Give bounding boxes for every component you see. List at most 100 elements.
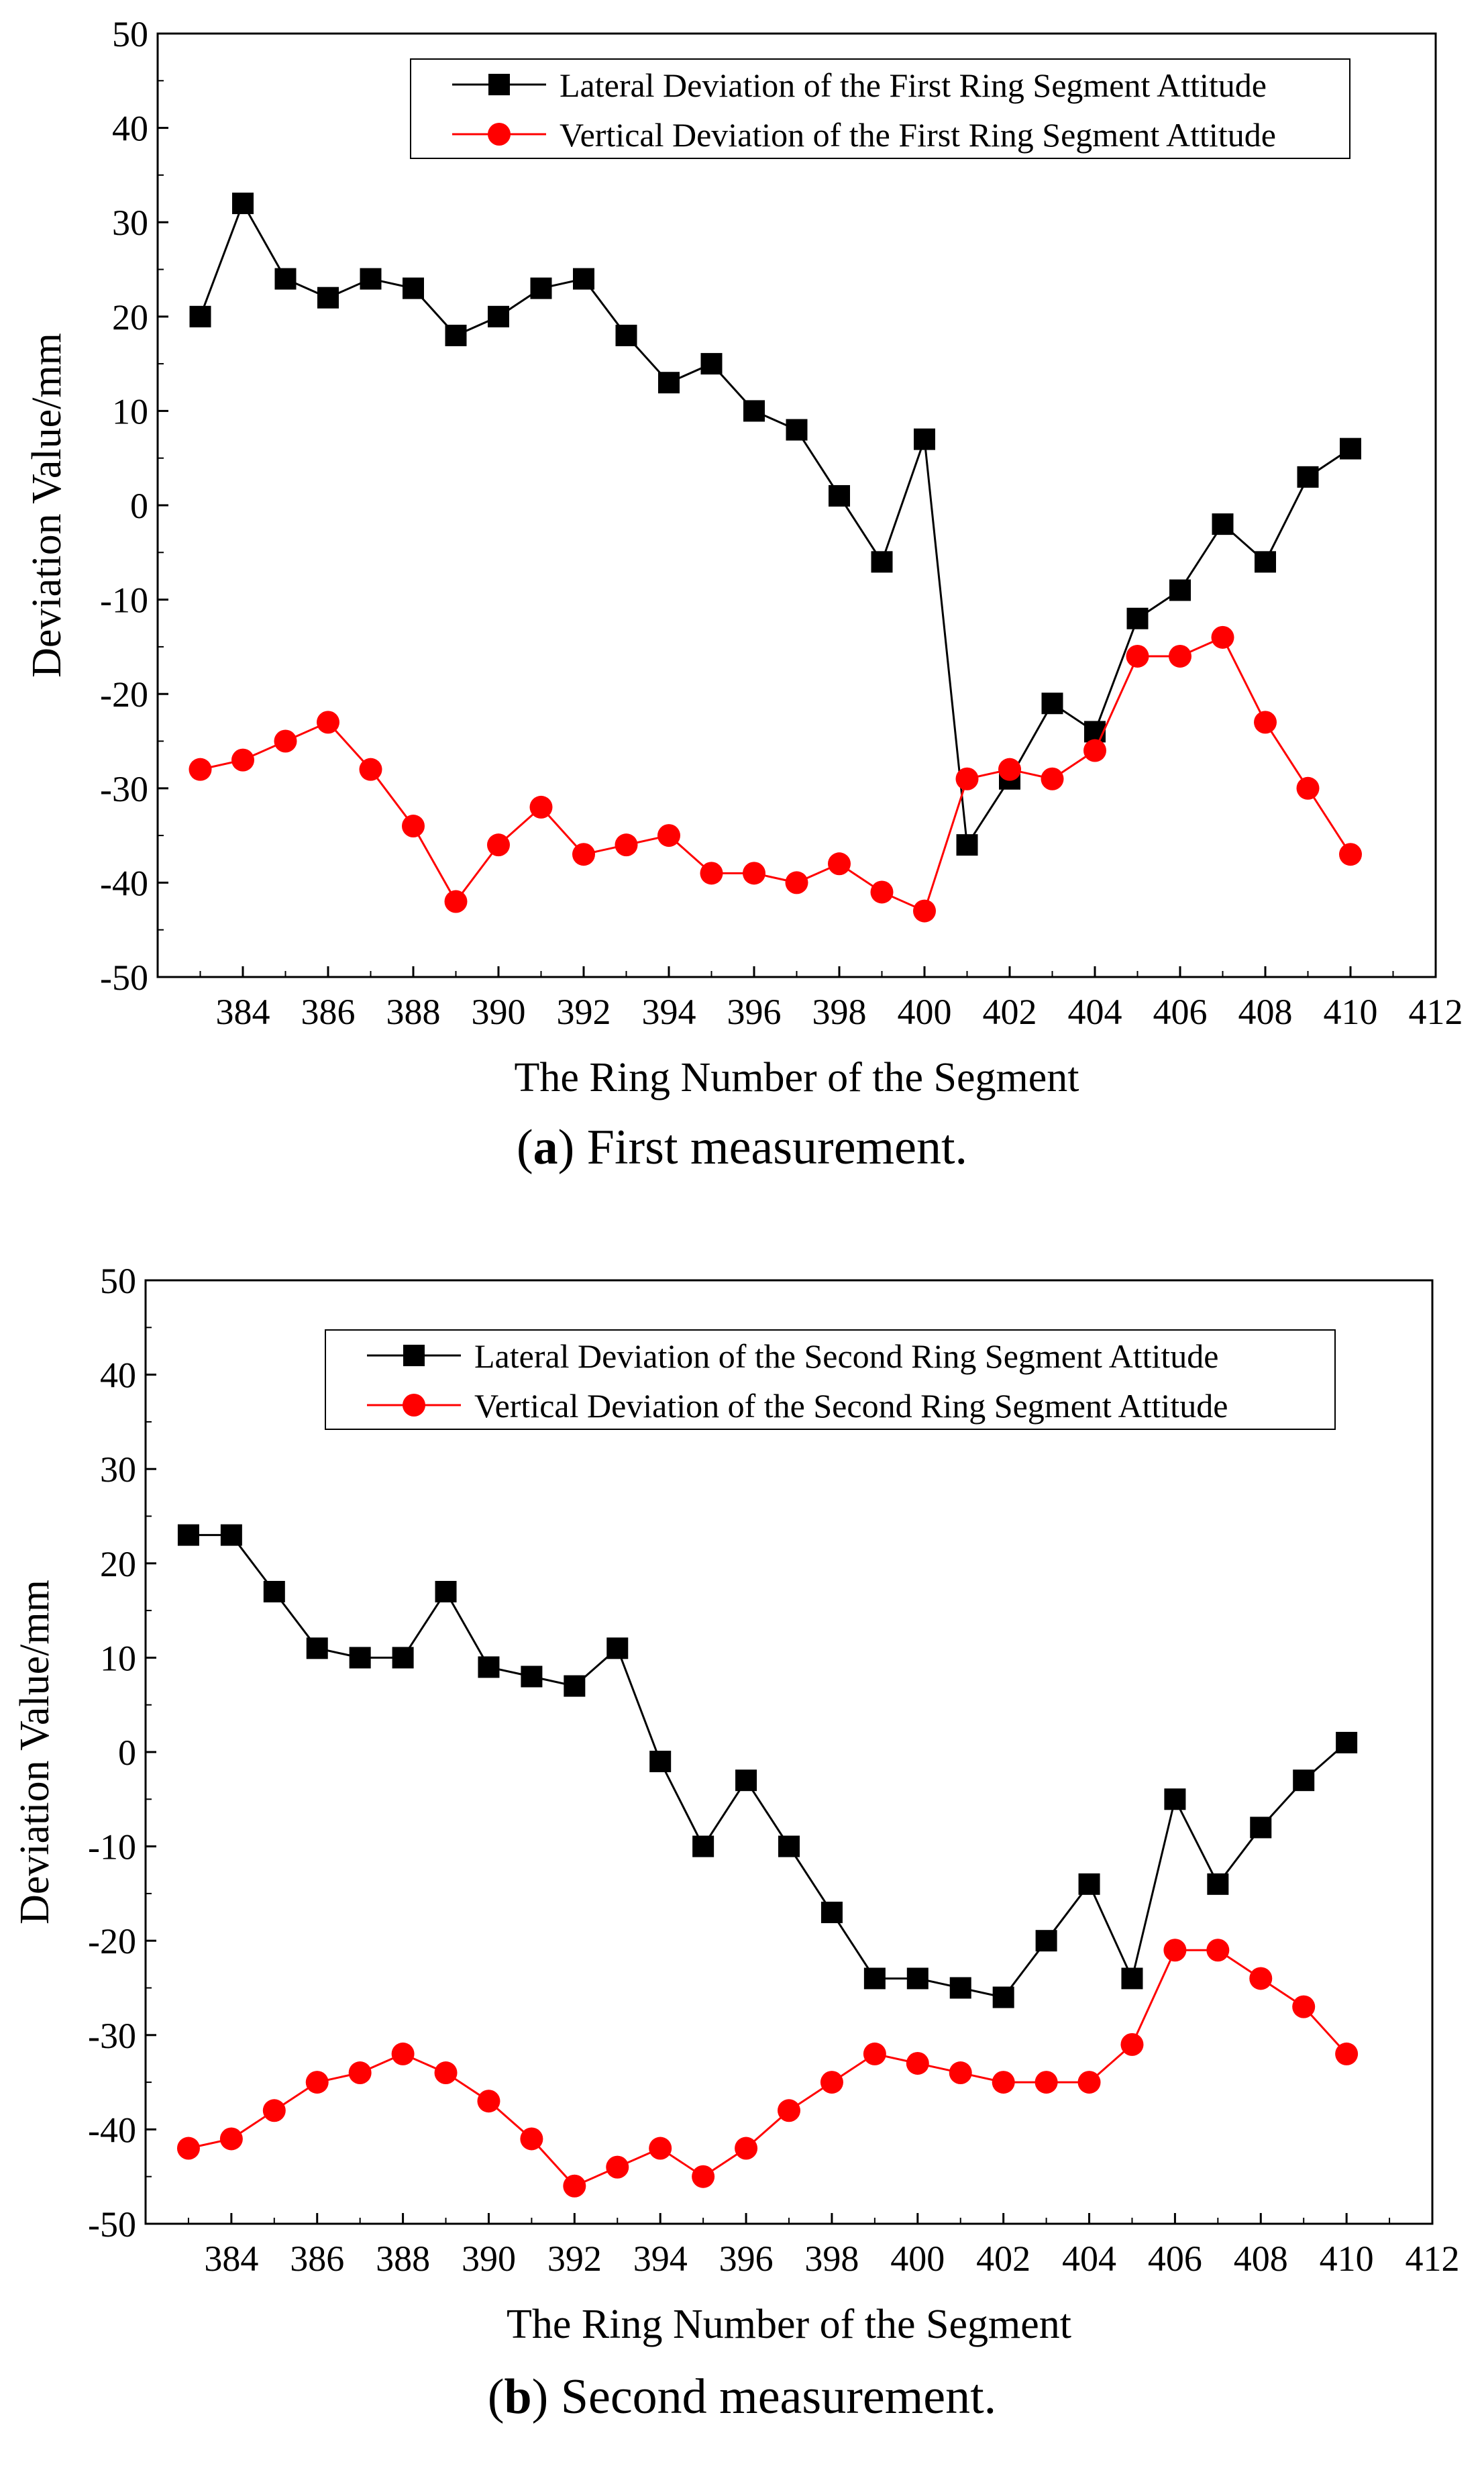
data-point-square [906,1967,929,1990]
x-tick-label: 402 [976,2239,1030,2279]
data-point-circle [606,2155,629,2179]
data-point-square [735,1769,757,1792]
data-point-square [1121,1967,1143,1990]
x-tick-label: 384 [204,2239,258,2279]
x-tick-label: 386 [290,2239,344,2279]
data-point-square [189,305,211,327]
caption-second-measurement: (b) Second measurement. [487,2369,997,2424]
data-point-square [914,428,935,450]
legend-box [325,1329,1336,1430]
plot-frame [156,32,1437,978]
data-point-square [1126,607,1149,629]
data-point-square [349,1647,371,1669]
data-point-square [1169,579,1191,601]
data-point-square [521,1665,543,1688]
data-point-square [177,1524,199,1546]
data-point-circle [219,2127,243,2151]
data-point-circle [348,2061,372,2085]
data-point-circle [262,2099,286,2122]
data-point-square [692,1835,714,1857]
data-point-circle [1335,2042,1359,2065]
data-point-circle [735,2137,758,2160]
data-point-circle [1292,1995,1316,2018]
data-point-circle [1126,644,1149,668]
data-point-square [530,277,552,299]
data-point-circle [477,2090,500,2113]
data-point-square [317,287,339,309]
data-point-square [956,834,978,856]
data-point-circle [1077,2071,1101,2094]
x-tick-label: 406 [1153,992,1208,1032]
data-point-circle [1120,2033,1144,2056]
caption-first-measurement: (a) First measurement. [516,1120,968,1175]
y-tick-label: 30 [112,203,148,243]
x-tick-label: 388 [376,2239,430,2279]
data-point-circle [778,2099,800,2122]
data-point-circle [785,871,808,894]
y-tick-label: -40 [88,2110,136,2150]
data-point-circle [1296,776,1320,800]
x-tick-label: 404 [1068,992,1122,1032]
data-point-square [1084,721,1106,743]
y-tick-label: 0 [130,486,148,526]
data-point-circle [1339,843,1362,866]
y-tick-label: -40 [100,863,148,903]
y-tick-label: 20 [112,297,148,338]
y-tick-label: -50 [100,958,148,998]
y-axis-title: Deviation Value/mm [24,333,70,678]
data-point-circle [274,729,297,753]
data-point-square [478,1656,500,1678]
y-tick-label: -20 [100,674,148,715]
x-tick-label: 402 [983,992,1037,1032]
data-point-circle [1163,1939,1187,1962]
chart-second-measurement: -50 -40 -30 -20 -10 0 10 20 30 40 50 384 386 388 390 39… [12,1261,1460,2347]
data-point-square [573,268,594,290]
data-point-circle [1211,625,1234,649]
y-tick-label: 50 [112,14,148,54]
data-point-square [615,324,637,346]
x-axis-title: The Ring Number of the Segment [507,2302,1071,2347]
x-tick-label: 412 [1406,2239,1460,2279]
y-tick-label: 0 [118,1733,136,1773]
data-point-circle [649,2137,672,2160]
y-tick-label: 50 [100,1261,136,1301]
x-tick-label: 410 [1324,992,1378,1032]
data-point-circle [998,758,1021,781]
data-point-circle [487,833,510,857]
data-point-square [786,419,808,441]
data-point-circle [828,852,851,876]
x-tick-label: 396 [727,992,782,1032]
x-tick-label: 394 [633,2239,688,2279]
data-point-square [658,372,680,394]
x-tick-label: 412 [1409,992,1463,1032]
data-point-square [606,1637,629,1659]
y-tick-label: 30 [100,1449,136,1490]
x-tick-label: 400 [890,2239,945,2279]
y-tick-label: -20 [88,1921,136,1961]
y-tick-label: 10 [112,391,148,431]
data-point-circle [615,833,638,857]
data-point-circle [529,795,553,819]
y-tick-label: 20 [100,1544,136,1584]
x-tick-label: 388 [386,992,441,1032]
legend-marker-square [403,1345,425,1366]
data-point-square [1207,1873,1229,1895]
legend-box [410,58,1350,159]
data-point-circle [402,815,425,838]
data-point-circle [359,758,382,781]
data-point-circle [572,843,595,866]
data-point-square [488,305,509,327]
x-tick-label: 398 [812,992,867,1032]
x-tick-label: 408 [1238,992,1293,1032]
x-tick-label: 406 [1148,2239,1202,2279]
legend-label: Lateral Deviation of the Second Ring Seg… [474,1337,1218,1375]
x-tick-label: 408 [1234,2239,1288,2279]
data-point-circle [913,899,936,923]
series-line [188,1949,1348,2188]
series-line [188,1534,1348,1999]
data-point-circle [700,862,723,885]
data-point-square [820,1902,843,1924]
data-point-square [232,193,254,215]
data-point-circle [692,2165,715,2188]
data-point-circle [870,880,894,904]
